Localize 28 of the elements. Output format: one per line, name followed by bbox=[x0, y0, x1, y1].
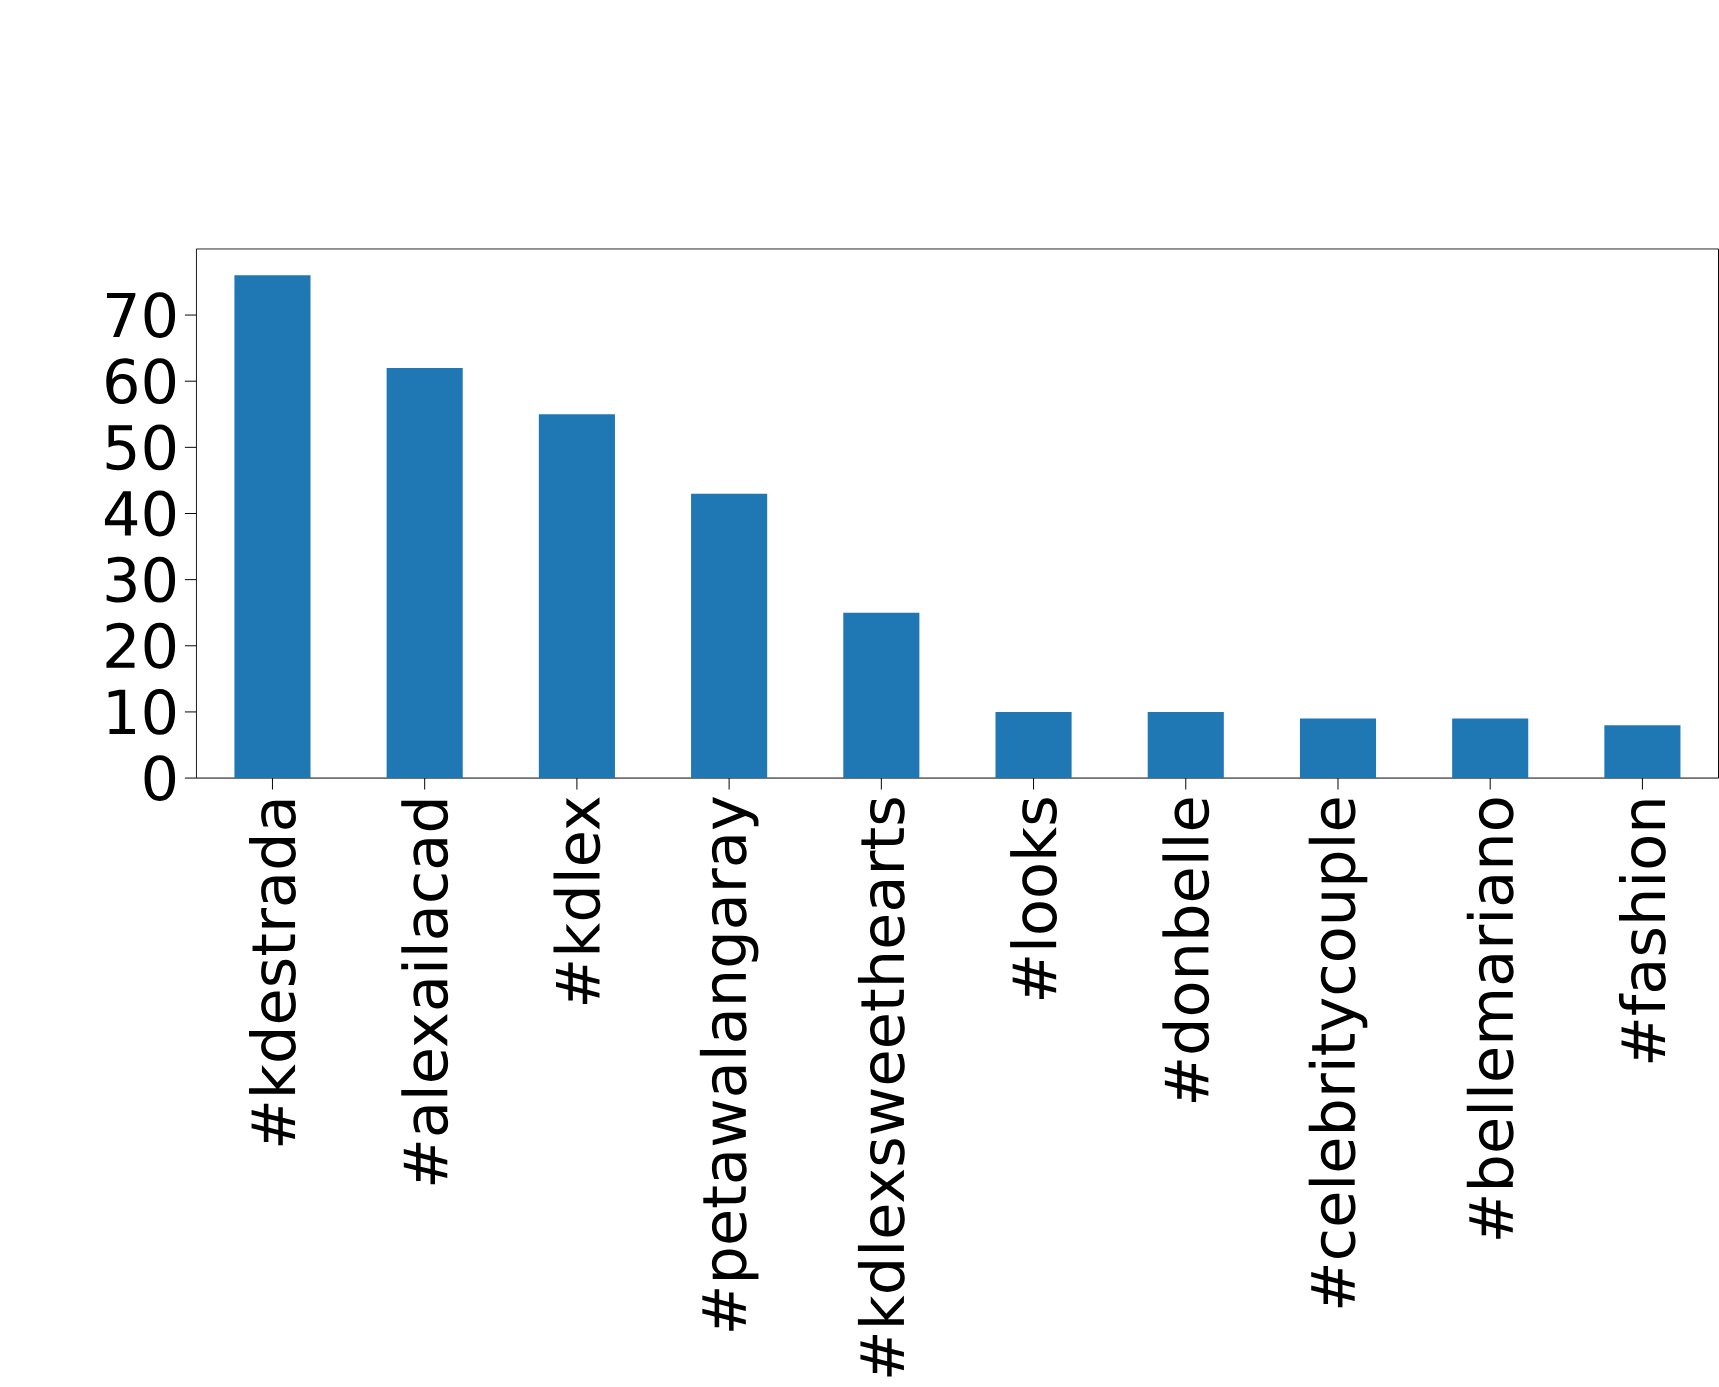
x-tick-label: #bellemariano bbox=[1466, 798, 1514, 1239]
bar bbox=[995, 712, 1072, 779]
bar bbox=[1299, 718, 1377, 779]
x-tick-label: #celebritycouple bbox=[1308, 798, 1368, 1308]
x-tick-label: #fashion bbox=[1618, 800, 1666, 1063]
bar bbox=[691, 493, 768, 779]
bar bbox=[1604, 725, 1681, 779]
y-tick-label: 0 bbox=[144, 755, 176, 802]
y-tick-label: 10 bbox=[108, 689, 176, 736]
bar bbox=[1147, 712, 1224, 779]
y-tick-label: 20 bbox=[106, 623, 176, 669]
y-tick-label: 60 bbox=[106, 358, 176, 405]
y-tick-label: 50 bbox=[106, 424, 176, 471]
y-tick-label: 40 bbox=[104, 490, 176, 537]
x-tick-label: #looks bbox=[1010, 798, 1057, 1000]
bar bbox=[386, 368, 463, 779]
bar bbox=[234, 275, 311, 779]
x-tick-label: #kdlex bbox=[553, 797, 601, 1005]
x-tick-label: #kdestrada bbox=[249, 801, 296, 1146]
bar bbox=[843, 612, 920, 779]
y-tick-label: 30 bbox=[106, 556, 176, 603]
bar bbox=[1452, 718, 1529, 779]
bar bbox=[538, 414, 615, 779]
x-tick-label: #donbelle bbox=[1162, 798, 1210, 1103]
y-tick-label: 70 bbox=[106, 292, 176, 339]
x-tick-label: #petawalangaray bbox=[699, 797, 759, 1331]
x-tick-label: #kdlexsweethearts bbox=[857, 798, 905, 1377]
x-tick-label: #alexailacad bbox=[401, 800, 449, 1185]
